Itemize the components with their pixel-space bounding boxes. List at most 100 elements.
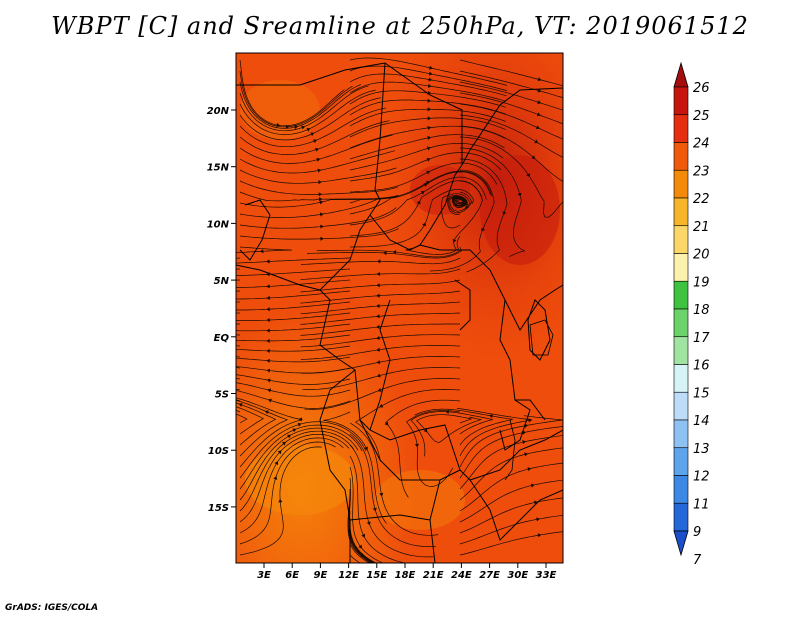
streamline-arrow [266, 295, 270, 301]
streamline [236, 257, 351, 264]
streamline [459, 479, 563, 523]
streamline-arrow [313, 139, 318, 144]
streamline [349, 117, 506, 138]
streamline-arrow [528, 418, 533, 423]
streamline-arrow [452, 238, 457, 243]
streamline-arrow [537, 77, 542, 82]
streamline-arrow [502, 211, 507, 216]
streamline [236, 366, 351, 374]
streamline-arrow [274, 461, 278, 466]
streamline [459, 114, 563, 158]
streamline-arrow [364, 446, 368, 451]
streamline-arrow [266, 348, 270, 353]
streamline-arrow [428, 71, 433, 76]
colorbar-label: 22 [693, 192, 710, 207]
streamline [349, 422, 439, 536]
streamline [236, 301, 351, 311]
streamline-arrow [292, 428, 297, 433]
streamline [459, 531, 563, 556]
streamline [459, 70, 563, 99]
lon-tick-label: 18E [395, 570, 416, 581]
streamline [239, 167, 397, 184]
streamline-arrow [534, 139, 539, 144]
streamline [349, 466, 384, 563]
streamline-arrow [416, 200, 421, 205]
streamline-arrow [379, 403, 384, 408]
streamline [459, 136, 563, 218]
colorbar-label: 11 [693, 497, 710, 512]
streamline-arrow [536, 112, 541, 117]
streamline [300, 334, 461, 348]
streamline-arrow [429, 65, 433, 70]
streamline-arrow [376, 373, 381, 378]
streamline [385, 399, 461, 498]
colorbar-segment [673, 419, 689, 449]
streamline [349, 455, 407, 563]
streamline-arrow [320, 236, 324, 241]
streamline [316, 235, 461, 258]
colorbar-label: 16 [693, 359, 710, 374]
streamline-arrow [489, 414, 493, 419]
streamline [236, 290, 351, 300]
streamline [349, 142, 504, 171]
colorbar-segment [673, 197, 689, 227]
streamline [459, 81, 563, 111]
streamline [239, 191, 399, 202]
streamline [349, 65, 507, 91]
streamline [456, 408, 533, 457]
streamline-arrow [266, 317, 270, 323]
streamline-arrow [266, 378, 271, 383]
streamline [349, 554, 361, 563]
streamline-arrow [319, 200, 324, 205]
streamline [239, 424, 363, 490]
streamline [236, 279, 351, 288]
colorbar-label: 20 [693, 248, 710, 263]
streamline-arrow [464, 201, 469, 206]
streamline [239, 196, 398, 218]
map-frame [235, 52, 564, 564]
streamline [236, 334, 351, 342]
streamline-arrow [464, 204, 469, 209]
streamline-arrow [267, 398, 272, 403]
streamline-arrow [537, 533, 542, 538]
map-area [236, 53, 563, 563]
streamline [239, 228, 399, 240]
colorbar-label: 18 [693, 303, 710, 318]
country-borders [236, 62, 563, 563]
lon-tick-label: 33E [536, 570, 557, 581]
streamline [459, 514, 563, 545]
streamline-arrow [427, 125, 432, 131]
streamline-arrow [517, 192, 522, 197]
streamline-arrow [533, 500, 538, 505]
streamline-arrow [266, 368, 271, 373]
streamline [239, 81, 362, 129]
streamline-arrow [384, 421, 389, 426]
streamline [414, 408, 513, 446]
colorbar-segment [673, 475, 689, 504]
streamline-arrow [428, 77, 433, 82]
colorbar-segment [673, 253, 689, 282]
streamline-arrow [426, 157, 431, 162]
streamline [304, 378, 461, 410]
colorbar-label: 15 [693, 386, 710, 401]
latitude-axis: 20N 15N 10N 5N EQ 5S 10S 15S [207, 106, 236, 514]
colorbar-segment [673, 114, 689, 143]
streamline [349, 134, 505, 160]
streamline-arrow [537, 100, 542, 105]
streamline-arrow [376, 283, 380, 288]
longitude-axis: 3E 6E 9E 12E 15E 18E 21E 24E 27E 30E 33E [257, 563, 557, 581]
credit-label: GrADS: IGES/COLA [5, 603, 99, 613]
streamline-arrow [259, 249, 264, 254]
colorbar-label: 13 [693, 442, 710, 457]
streamline [239, 59, 345, 127]
streamline [239, 433, 350, 523]
streamline-arrow [319, 212, 324, 217]
streamline-arrow [315, 147, 320, 152]
streamline-arrow [427, 107, 432, 112]
lon-tick-label: 24E [451, 570, 472, 581]
streamline [300, 345, 461, 360]
streamline [459, 447, 563, 501]
lon-tick-label: 6E [285, 570, 299, 581]
streamline-arrow [376, 259, 381, 264]
streamline-arrow [301, 125, 306, 130]
